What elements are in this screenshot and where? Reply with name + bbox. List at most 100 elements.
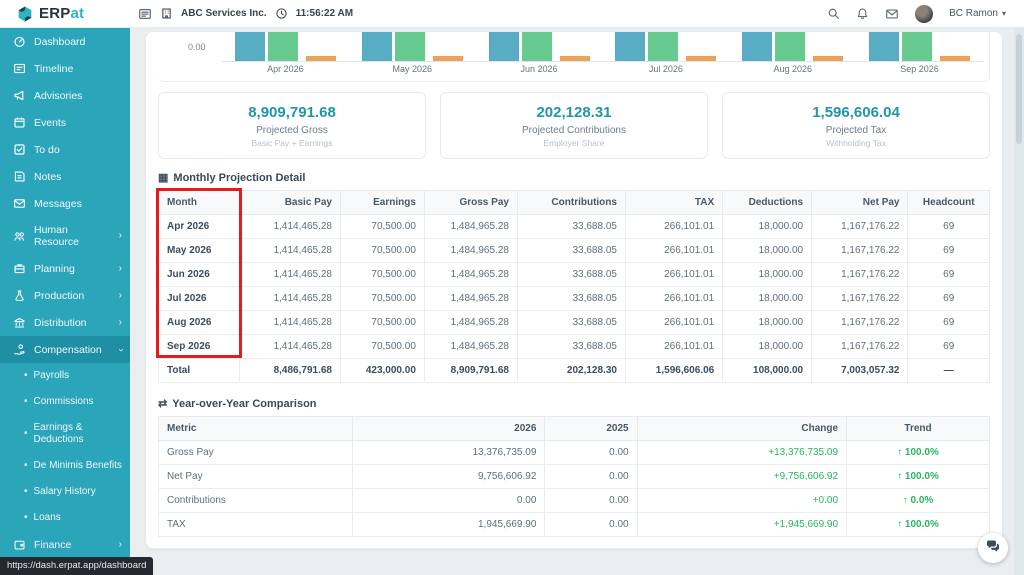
sidebar-subitem-earnings-deductions[interactable]: • Earnings & Deductions: [0, 415, 130, 453]
yoy-table: Metric 2026 2025 Change Trend Gross Pay 13,376…: [158, 416, 990, 537]
bar-group: [742, 32, 844, 61]
card-label: Projected Tax: [825, 125, 887, 136]
building-icon: [160, 7, 173, 20]
sidebar-subitem-label: Salary History: [33, 486, 96, 497]
y-axis-tick: 0.00: [188, 42, 206, 52]
bar-teal: [234, 32, 265, 61]
cell: 0.00: [544, 488, 638, 513]
chevron-right-icon: ›: [118, 262, 122, 274]
user-menu[interactable]: BC Ramon ▾: [949, 8, 1006, 19]
sidebar-item-production[interactable]: Production ›: [0, 282, 130, 309]
status-url-tooltip: https://dash.erpat.app/dashboard: [0, 557, 154, 575]
cell: Jul 2026: [158, 286, 240, 311]
cell: 1,596,606.06: [624, 358, 724, 383]
cell: 1,484,965.28: [423, 214, 518, 239]
bar-green: [775, 32, 806, 61]
notifications-bell-icon[interactable]: [856, 7, 869, 20]
sidebar-item-distribution[interactable]: Distribution ›: [0, 309, 130, 336]
sidebar-item-messages[interactable]: Messages: [0, 190, 130, 217]
column-header: Earnings: [339, 190, 425, 215]
cell: 33,688.05: [516, 310, 626, 335]
cell: 69: [907, 214, 990, 239]
card-sublabel: Basic Pay + Earnings: [251, 138, 333, 148]
table-row: Gross Pay 13,376,735.09 0.00 +13,376,735.09…: [158, 440, 990, 465]
sidebar-item-label: Production: [34, 289, 85, 302]
caret-down-icon: ▾: [1001, 9, 1006, 18]
bar-orange: [305, 56, 336, 61]
bar-teal: [488, 32, 519, 61]
cell: 0.00: [544, 464, 638, 489]
cell: 9,756,606.92: [351, 464, 546, 489]
sidebar-item-advisories[interactable]: Advisories: [0, 82, 130, 109]
card-value: 202,128.31: [536, 104, 612, 121]
cell: 1,167,176.22: [811, 286, 909, 311]
cell: 1,167,176.22: [811, 310, 909, 335]
cell: 7,003,057.32: [811, 358, 909, 383]
sidebar-subitem-payrolls[interactable]: • Payrolls: [0, 363, 130, 389]
calendar-icon: [13, 116, 26, 129]
scrollbar-thumb[interactable]: [1016, 34, 1022, 144]
current-time: 11:56:22 AM: [295, 8, 354, 19]
page-scrollbar[interactable]: [1014, 28, 1024, 575]
monthly-table-wrap: Month Basic Pay Earnings Gross Pay Contribut…: [156, 188, 990, 383]
cell: ↑ 100.0%: [846, 464, 990, 489]
cell: 13,376,735.09: [351, 440, 546, 465]
sidebar-subitem-commissions[interactable]: • Commissions: [0, 389, 130, 415]
sidebar-item-human-resource[interactable]: Human Resource ›: [0, 217, 130, 255]
bullet-icon: •: [24, 396, 28, 407]
sidebar-item-label: Messages: [34, 197, 82, 210]
bullet-icon: •: [24, 370, 28, 381]
table-row: Jul 2026 1,414,465.28 70,500.00 1,484,965.2…: [158, 286, 990, 311]
cell: 1,167,176.22: [811, 214, 909, 239]
bar-teal: [742, 32, 773, 61]
user-avatar[interactable]: [915, 4, 934, 23]
x-tick-label: Aug 2026: [773, 64, 812, 74]
cell: +1,945,669.90: [636, 512, 848, 537]
sidebar-subitem-salary-history[interactable]: • Salary History: [0, 479, 130, 505]
chevron-right-icon: ›: [118, 316, 122, 328]
sidebar-item-label: Advisories: [34, 89, 83, 102]
sidebar-subitem-de-minimis-benefits[interactable]: • De Minimis Benefits: [0, 453, 130, 479]
chevron-right-icon: ›: [118, 538, 122, 550]
cell: 1,484,965.28: [423, 238, 518, 263]
cell: Aug 2026: [158, 310, 240, 335]
sidebar-item-timeline[interactable]: Timeline: [0, 55, 130, 82]
sidebar-item-planning[interactable]: Planning ›: [0, 255, 130, 282]
chevron-down-icon: ›: [115, 347, 127, 352]
cell: 0.00: [544, 440, 638, 465]
cell: 1,414,465.28: [238, 238, 341, 263]
sidebar-item-events[interactable]: Events: [0, 109, 130, 136]
sidebar-item-todo[interactable]: To do: [0, 136, 130, 163]
bar-green: [648, 32, 679, 61]
cell: Sep 2026: [158, 334, 240, 359]
cell: 1,484,965.28: [423, 334, 518, 359]
mail-icon[interactable]: [885, 7, 899, 21]
bar-orange: [940, 56, 971, 61]
sidebar-item-finance[interactable]: Finance ›: [0, 531, 130, 558]
sidebar-item-notes[interactable]: Notes: [0, 163, 130, 190]
cell: 202,128.30: [516, 358, 626, 383]
dashboard-card: 0.00 Apr 2026 May 2026 Jun 2026 Jul 2026 Aug…: [145, 31, 1003, 549]
sidebar-item-compensation[interactable]: Compensation ›: [0, 336, 130, 363]
sidebar-toggle-icon[interactable]: [138, 7, 152, 21]
company-name[interactable]: ABC Services Inc.: [181, 8, 267, 19]
sidebar-item-dashboard[interactable]: Dashboard: [0, 28, 130, 55]
note-icon: [13, 170, 26, 183]
check-square-icon: [13, 143, 26, 156]
column-header: Metric: [158, 416, 353, 441]
search-icon[interactable]: [827, 7, 840, 20]
bar-orange: [813, 56, 844, 61]
cell: Contributions: [158, 488, 353, 513]
bar-group: [869, 32, 971, 61]
cell: TAX: [158, 512, 353, 537]
card-label: Projected Contributions: [522, 125, 626, 136]
projected-gross-card: 8,909,791.68 Projected Gross Basic Pay +…: [158, 92, 426, 159]
briefcase-icon: [13, 262, 26, 275]
bar-teal: [869, 32, 900, 61]
chat-button[interactable]: [978, 533, 1008, 563]
summary-cards: 8,909,791.68 Projected Gross Basic Pay +…: [158, 92, 990, 159]
card-value: 8,909,791.68: [248, 104, 336, 121]
sidebar-subitem-loans[interactable]: • Loans: [0, 505, 130, 531]
erpat-logo[interactable]: ERPat: [0, 5, 130, 23]
cell: 266,101.01: [624, 286, 724, 311]
